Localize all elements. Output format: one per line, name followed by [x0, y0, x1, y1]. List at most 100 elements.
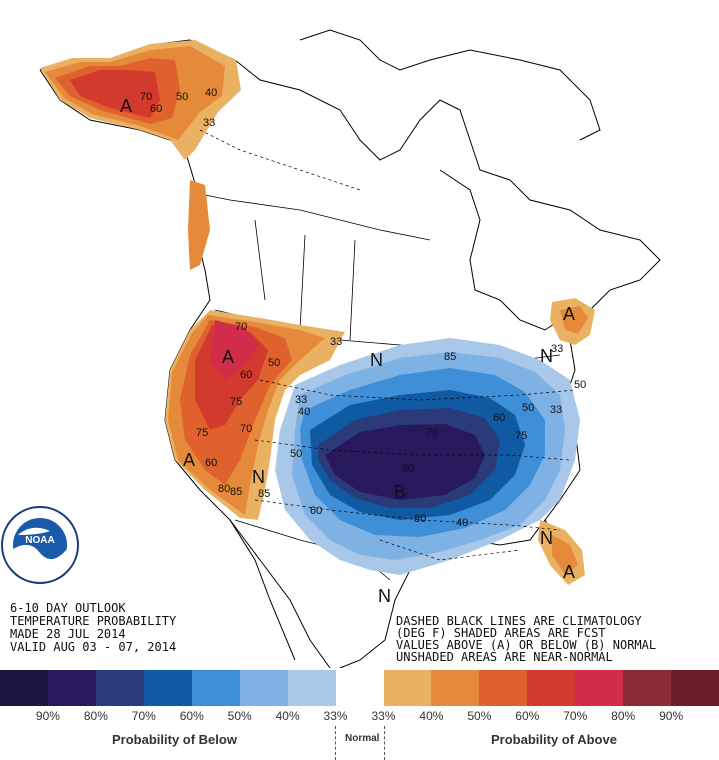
- contour-label: 33: [330, 336, 342, 348]
- legend-swatch: [287, 670, 336, 706]
- contour-label: 60: [240, 369, 252, 381]
- region-nw-coast: [188, 180, 210, 270]
- marker-n-midatlantic: N: [540, 346, 553, 366]
- title-line-3: MADE 28 JUL 2014: [10, 627, 126, 641]
- marker-n-southeast: N: [540, 528, 553, 548]
- legend-tick: 90%: [659, 709, 684, 723]
- legend-captions: Probability of Below Normal Probability …: [0, 726, 719, 760]
- contour-label: 60: [310, 505, 322, 517]
- legend-swatch: [479, 670, 528, 706]
- legend-swatch: [95, 670, 144, 706]
- note-line-2: (DEG F) SHADED AREAS ARE FCST: [396, 626, 606, 640]
- legend-tick: 40%: [275, 709, 300, 723]
- marker-central: B: [394, 482, 406, 502]
- legend-swatch: [0, 670, 48, 706]
- contour-label: 70: [426, 427, 438, 439]
- marker-florida: A: [563, 562, 575, 582]
- contour-label: 33: [203, 117, 215, 129]
- legend-tick: 50%: [467, 709, 492, 723]
- legend-tick: 33%: [323, 709, 348, 723]
- contour-label: 70: [240, 423, 252, 435]
- legend-swatch: [671, 670, 719, 706]
- contour-label: 75: [196, 427, 208, 439]
- outlook-title: 6-10 DAY OUTLOOK TEMPERATURE PROBABILITY…: [10, 601, 177, 654]
- contour-label: 40: [456, 517, 468, 529]
- title-line-2: TEMPERATURE PROBABILITY: [10, 614, 177, 628]
- contour-label: 33: [550, 404, 562, 416]
- legend-divider: [384, 726, 385, 760]
- contour-label: 40: [205, 87, 217, 99]
- contour-label: 85: [258, 488, 270, 500]
- legend-swatch: [239, 670, 288, 706]
- legend-swatch: [431, 670, 480, 706]
- map-notes: DASHED BLACK LINES ARE CLIMATOLOGY (DEG …: [396, 614, 656, 664]
- title-line-4: VALID AUG 03 - 07, 2014: [10, 640, 176, 654]
- legend-divider: [335, 726, 336, 760]
- legend-above-label: Probability of Above: [491, 732, 617, 747]
- legend-normal-label: Normal: [345, 733, 380, 744]
- contour-label: 75: [230, 396, 242, 408]
- legend-tick: 70%: [563, 709, 588, 723]
- marker-n-plains: N: [370, 350, 383, 370]
- contour-label: 85: [230, 486, 242, 498]
- contour-label: 33: [551, 343, 563, 355]
- contour-label: 70: [235, 321, 247, 333]
- contour-label: 60: [493, 412, 505, 424]
- contour-label: 80: [218, 483, 230, 495]
- contour-label: 60: [150, 103, 162, 115]
- contour-label: 80: [414, 513, 426, 525]
- logo-text: NOAA: [25, 535, 54, 546]
- contour-label: 33: [295, 394, 307, 406]
- legend-swatch: [191, 670, 240, 706]
- legend-swatch: [143, 670, 192, 706]
- contour-label: 50: [574, 379, 586, 391]
- legend-swatch: [623, 670, 672, 706]
- legend-tick: 80%: [83, 709, 108, 723]
- legend-swatch: [383, 670, 432, 706]
- contour-label: 80: [402, 463, 414, 475]
- note-line-3: VALUES ABOVE (A) OR BELOW (B) NORMAL: [396, 638, 656, 652]
- legend-swatch: [527, 670, 576, 706]
- contour-label: 50: [290, 448, 302, 460]
- legend-tick: 50%: [227, 709, 252, 723]
- region-west-70: [210, 320, 258, 380]
- title-line-1: 6-10 DAY OUTLOOK: [10, 601, 126, 615]
- contour-label: 40: [298, 406, 310, 418]
- region-markers: A A A A A B N N N N N: [120, 96, 575, 606]
- marker-n-texas: N: [378, 586, 391, 606]
- legend-color-bar: [0, 670, 719, 706]
- marker-new-england: A: [563, 304, 575, 324]
- region-fl-inner: [552, 535, 578, 575]
- marker-alaska: A: [120, 96, 132, 116]
- above-regions: [40, 40, 595, 585]
- contour-label: 60: [205, 457, 217, 469]
- legend-swatch: [575, 670, 624, 706]
- below-regions: [275, 338, 580, 575]
- legend-tick: 60%: [515, 709, 540, 723]
- contour-label: 50: [176, 91, 188, 103]
- noaa-logo: NOAA: [1, 506, 79, 584]
- marker-california: A: [183, 450, 195, 470]
- legend-swatch: [335, 670, 384, 706]
- legend-tick: 40%: [419, 709, 444, 723]
- region-below-80: [325, 424, 485, 500]
- contour-label: 50: [268, 357, 280, 369]
- contour-label: 50: [522, 402, 534, 414]
- climatology-lines: [199, 129, 576, 561]
- marker-n-southwest: N: [252, 467, 265, 487]
- legend-tick: 80%: [611, 709, 636, 723]
- contour-label: 85: [444, 351, 456, 363]
- contour-label: 70: [140, 91, 152, 103]
- legend-tick: 33%: [371, 709, 396, 723]
- contour-labels: 70 60 50 40 33 70 60 50 33 75 70 75 60 8…: [140, 87, 586, 529]
- note-line-1: DASHED BLACK LINES ARE CLIMATOLOGY: [396, 614, 642, 628]
- legend-tick: 90%: [35, 709, 60, 723]
- marker-pnw: A: [222, 347, 234, 367]
- outlook-map: 70 60 50 40 33 70 60 50 33 75 70 75 60 8…: [1, 29, 661, 668]
- region-alaska-60: [70, 70, 160, 118]
- contour-label: 75: [515, 430, 527, 442]
- legend-tick: 60%: [179, 709, 204, 723]
- legend-swatch: [47, 670, 96, 706]
- region-ne-inner: [560, 306, 588, 334]
- legend-below-label: Probability of Below: [112, 732, 237, 747]
